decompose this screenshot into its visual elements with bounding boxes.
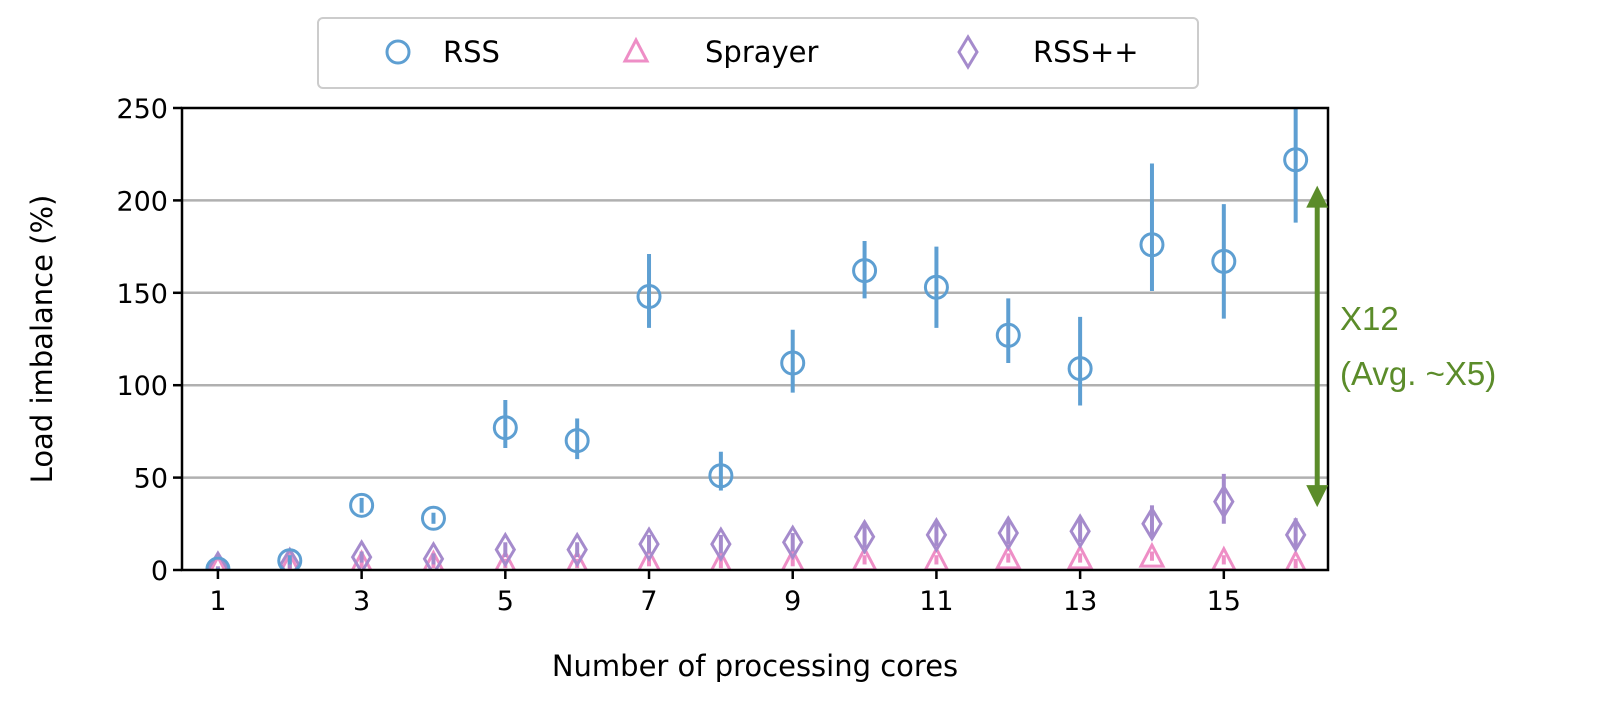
y-tick-label: 0 [151, 556, 168, 587]
data-point [780, 547, 805, 570]
x-tick-label: 11 [919, 586, 953, 617]
data-point [995, 322, 1021, 348]
data-point [494, 549, 517, 570]
legend-marker [957, 34, 979, 70]
series-sprayer [209, 541, 1307, 570]
data-point [564, 428, 590, 454]
data-point [780, 350, 806, 376]
legend-label: Sprayer [705, 35, 819, 69]
legend-label: RSS [443, 35, 500, 69]
data-point [277, 548, 303, 570]
data-point [637, 547, 661, 570]
data-point [207, 550, 229, 570]
data-point [1213, 483, 1235, 520]
data-point [422, 540, 445, 570]
data-point [1283, 147, 1309, 173]
y-tick-label: 250 [116, 94, 168, 125]
data-point [420, 505, 446, 531]
y-tick-label: 150 [116, 279, 168, 310]
data-point [1069, 513, 1091, 550]
legend-label: RSS++ [1033, 35, 1139, 69]
x-tick-label: 1 [209, 586, 226, 617]
data-point [708, 463, 734, 489]
x-tick-label: 3 [353, 586, 370, 617]
data-point [710, 526, 732, 563]
arrow-head-down [1306, 485, 1329, 508]
data-point [566, 531, 588, 568]
annotation-line2: (Avg. ~X5) [1340, 355, 1496, 392]
data-point [994, 543, 1022, 570]
data-point [1284, 516, 1307, 553]
series-rss [205, 108, 1309, 570]
data-point [1284, 549, 1307, 570]
data-point [781, 524, 804, 561]
data-point [279, 546, 301, 570]
x-tick-label: 7 [640, 586, 657, 617]
data-point [492, 415, 518, 441]
plot-frame [180, 106, 1330, 572]
data-point [997, 515, 1020, 551]
data-point [1066, 543, 1094, 570]
data-point [279, 551, 300, 570]
y-tick-label: 200 [116, 186, 168, 217]
y-tick-label: 100 [116, 371, 168, 402]
data-point [1211, 248, 1237, 274]
data-point [853, 518, 876, 555]
x-tick-label: 9 [784, 586, 801, 617]
x-tick-label: 5 [497, 586, 514, 617]
annotation-line1: X12 [1340, 300, 1399, 337]
data-point [636, 283, 662, 309]
data-point [349, 492, 375, 518]
data-marks [205, 108, 1309, 570]
data-point [852, 258, 878, 284]
legend-marker [622, 36, 650, 63]
data-point [638, 526, 660, 563]
y-axis-label: Load imbalance (%) [25, 195, 59, 484]
y-tick-label: 50 [134, 464, 168, 495]
arrow-head-up [1306, 185, 1329, 208]
data-point [350, 539, 373, 570]
data-point [209, 553, 227, 570]
x-axis-label: Number of processing cores [552, 649, 958, 683]
grid-lines [182, 199, 1328, 479]
data-point [1141, 505, 1163, 542]
data-point [709, 549, 732, 570]
data-point [1139, 232, 1165, 258]
annotation: X12 (Avg. ~X5) [1306, 185, 1496, 508]
data-point [1138, 541, 1166, 568]
legend-frame [317, 17, 1199, 89]
x-tick-label: 13 [1063, 586, 1097, 617]
data-point [566, 549, 589, 570]
legend-marker [385, 39, 411, 65]
x-tick-label: 15 [1207, 586, 1241, 617]
series-rsspp [207, 473, 1307, 570]
legend: RSS Sprayer RSS++ [317, 17, 1199, 89]
data-point [1067, 356, 1093, 382]
data-point [923, 274, 949, 300]
data-point [925, 516, 948, 553]
data-point [494, 531, 517, 568]
